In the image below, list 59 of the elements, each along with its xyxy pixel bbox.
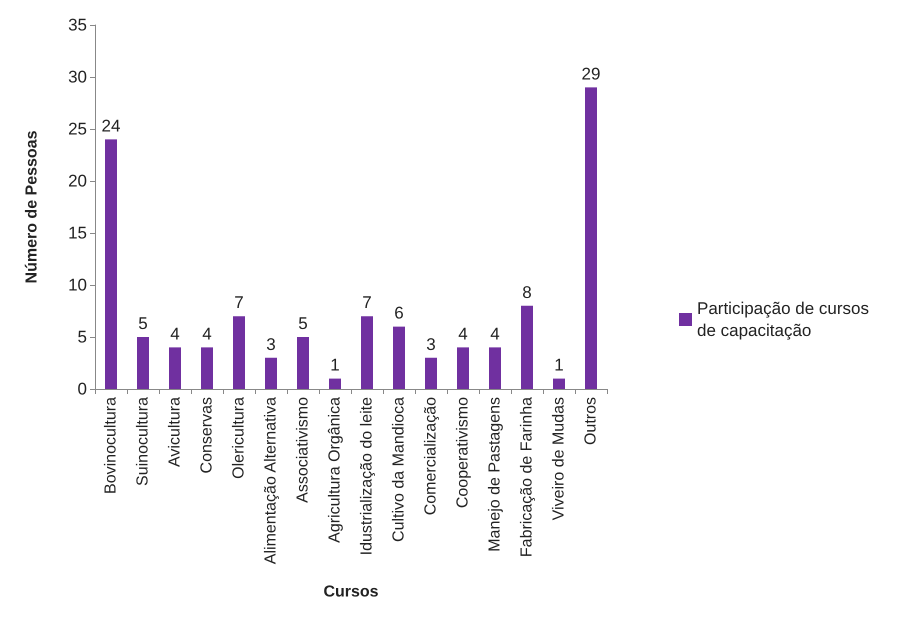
bar xyxy=(201,347,213,389)
y-axis-title: Número de Pessoas xyxy=(24,130,40,284)
bar xyxy=(329,378,341,389)
data-label: 6 xyxy=(394,304,404,323)
bar xyxy=(361,316,373,389)
x-tick-label: Cooperativismo xyxy=(454,396,472,508)
bar xyxy=(265,358,277,389)
x-tick-label: Suinocultura xyxy=(134,396,152,486)
bar xyxy=(553,378,565,389)
data-label: 5 xyxy=(298,314,308,333)
y-tick-label: 20 xyxy=(68,172,87,190)
data-label: 4 xyxy=(202,324,212,344)
data-label: 7 xyxy=(234,293,244,312)
bar xyxy=(489,347,501,389)
y-tick-label: 10 xyxy=(68,276,87,294)
x-tick-label: Bovinocultura xyxy=(102,396,120,494)
data-label: 3 xyxy=(266,334,276,354)
x-tick-label: Agricultura Orgânica xyxy=(326,396,344,543)
bar xyxy=(233,316,245,389)
bar xyxy=(169,347,181,389)
legend-label: Participação de cursos de capacitação xyxy=(697,299,874,340)
y-tick-label: 0 xyxy=(78,380,87,398)
y-tick-label: 15 xyxy=(68,224,87,242)
data-label: 29 xyxy=(582,64,600,84)
bar xyxy=(105,139,117,389)
data-label: 4 xyxy=(458,324,468,344)
y-tick-label: 5 xyxy=(78,328,87,346)
x-tick-label: Olericultura xyxy=(230,396,248,479)
x-tick-label: Avicultura xyxy=(166,396,184,467)
x-tick-label: Associativismo xyxy=(294,396,312,503)
data-label: 8 xyxy=(522,282,532,302)
bar xyxy=(457,347,469,389)
y-tick-label: 30 xyxy=(68,68,87,86)
bar xyxy=(585,87,597,389)
bar xyxy=(521,306,533,389)
data-label: 7 xyxy=(362,293,372,312)
data-label: 4 xyxy=(170,324,180,344)
bar xyxy=(297,337,309,389)
x-tick-label: Fabricação de Farinha xyxy=(518,396,536,558)
x-tick-label: Alimentação Alternativa xyxy=(262,396,280,564)
x-tick-label: Conservas xyxy=(198,397,216,474)
data-label: 1 xyxy=(554,356,564,375)
x-tick-label: Outros xyxy=(582,397,600,446)
y-tick-label: 35 xyxy=(68,16,87,34)
y-tick-label: 25 xyxy=(68,120,87,138)
data-label: 24 xyxy=(102,116,120,136)
x-tick-label: Viveiro de Mudas xyxy=(550,397,568,520)
x-tick-label: Manejo de Pastagens xyxy=(486,397,504,552)
data-label: 5 xyxy=(138,314,148,333)
data-label: 3 xyxy=(426,334,436,354)
x-tick-label: Idustrialização do leite xyxy=(358,396,376,556)
bar xyxy=(137,337,149,389)
x-axis-title: Cursos xyxy=(323,584,379,600)
bar xyxy=(393,326,405,389)
data-label: 1 xyxy=(330,356,340,375)
data-label: 4 xyxy=(490,324,500,344)
x-tick-label: Cultivo da Mandioca xyxy=(390,396,408,542)
x-tick-label: Comercialização xyxy=(422,396,440,516)
bar xyxy=(425,358,437,389)
